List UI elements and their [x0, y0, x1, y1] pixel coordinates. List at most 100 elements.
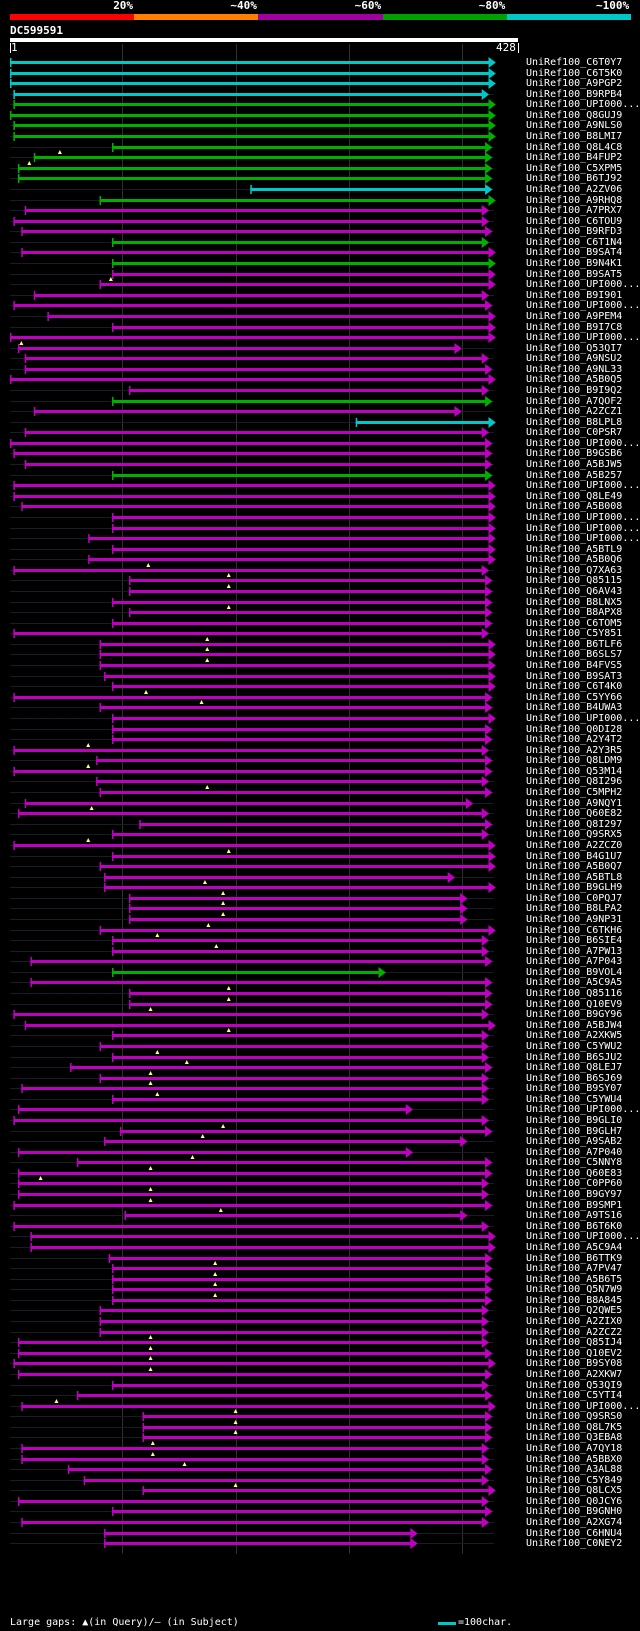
hit-label[interactable]: UniRef100_B4FUP2 — [526, 152, 623, 163]
hit-bar[interactable] — [10, 82, 490, 85]
hit-bar[interactable] — [112, 622, 487, 625]
hit-label[interactable]: UniRef100_B6SJ69 — [526, 1073, 623, 1084]
hit-bar[interactable] — [104, 886, 491, 889]
hit-bar[interactable] — [112, 950, 484, 953]
hit-bar[interactable] — [112, 273, 491, 276]
hit-label[interactable]: UniRef100_A9NP31 — [526, 914, 623, 925]
hit-label[interactable]: UniRef100_Q5N7W9 — [526, 1284, 623, 1295]
hit-label[interactable]: UniRef100_Q8I296 — [526, 776, 623, 787]
hit-label[interactable]: UniRef100_Q53QI9 — [526, 1380, 623, 1391]
hit-label[interactable]: UniRef100_Q8LCX5 — [526, 1485, 623, 1496]
hit-label[interactable]: UniRef100_UPI000... — [526, 332, 640, 343]
hit-label[interactable]: UniRef100_C5MPH2 — [526, 787, 623, 798]
hit-label[interactable]: UniRef100_Q3EBA8 — [526, 1432, 623, 1443]
hit-bar[interactable] — [88, 558, 491, 561]
hit-label[interactable]: UniRef100_A9TS16 — [526, 1210, 623, 1221]
hit-label[interactable]: UniRef100_UPI000... — [526, 512, 640, 523]
hit-label[interactable]: UniRef100_B9SAT3 — [526, 671, 623, 682]
hit-bar[interactable] — [112, 1267, 487, 1270]
hit-label[interactable]: UniRef100_UPI000... — [526, 438, 640, 449]
hit-bar[interactable] — [17, 347, 456, 350]
hit-bar[interactable] — [112, 1098, 484, 1101]
hit-bar[interactable] — [96, 780, 484, 783]
hit-bar[interactable] — [30, 1246, 491, 1249]
hit-bar[interactable] — [99, 664, 491, 667]
hit-label[interactable]: UniRef100_Q8L4C8 — [526, 142, 623, 153]
hit-label[interactable]: UniRef100_B6TJ92 — [526, 173, 623, 184]
hit-bar[interactable] — [112, 1034, 484, 1037]
hit-bar[interactable] — [112, 527, 491, 530]
hit-label[interactable]: UniRef100_A7P040 — [526, 1147, 623, 1158]
hit-label[interactable]: UniRef100_B9GLH7 — [526, 1126, 623, 1137]
hit-label[interactable]: UniRef100_A5B0Q6 — [526, 554, 623, 565]
hit-label[interactable]: UniRef100_C6TOU9 — [526, 216, 623, 227]
hit-bar[interactable] — [13, 304, 487, 307]
hit-label[interactable]: UniRef100_A2ZCZ1 — [526, 406, 623, 417]
hit-bar[interactable] — [10, 336, 490, 339]
hit-label[interactable]: UniRef100_B9GY96 — [526, 1009, 623, 1020]
hit-bar[interactable] — [124, 1214, 462, 1217]
hit-label[interactable]: UniRef100_Q8I297 — [526, 819, 623, 830]
hit-bar[interactable] — [10, 72, 490, 75]
hit-bar[interactable] — [129, 579, 487, 582]
hit-label[interactable]: UniRef100_Q0JCY6 — [526, 1496, 623, 1507]
hit-label[interactable]: UniRef100_C6T1N4 — [526, 237, 623, 248]
hit-label[interactable]: UniRef100_A2Y3R5 — [526, 745, 623, 756]
hit-label[interactable]: UniRef100_Q6AV43 — [526, 586, 623, 597]
hit-label[interactable]: UniRef100_Q7XA63 — [526, 565, 623, 576]
hit-bar[interactable] — [104, 876, 450, 879]
hit-bar[interactable] — [99, 1045, 484, 1048]
hit-label[interactable]: UniRef100_A3AL88 — [526, 1464, 623, 1475]
hit-bar[interactable] — [17, 177, 487, 180]
hit-label[interactable]: UniRef100_Q8LDM9 — [526, 755, 623, 766]
hit-bar[interactable] — [33, 410, 456, 413]
hit-bar[interactable] — [129, 1003, 487, 1006]
hit-label[interactable]: UniRef100_B9N4K1 — [526, 258, 623, 269]
hit-bar[interactable] — [13, 1119, 484, 1122]
hit-label[interactable]: UniRef100_A2XG74 — [526, 1517, 623, 1528]
hit-bar[interactable] — [17, 1341, 484, 1344]
hit-bar[interactable] — [112, 474, 487, 477]
hit-label[interactable]: UniRef100_UPI000... — [526, 99, 640, 110]
hit-label[interactable]: UniRef100_B6TLF6 — [526, 639, 623, 650]
hit-label[interactable]: UniRef100_B8LNX5 — [526, 597, 623, 608]
hit-label[interactable]: UniRef100_A5B6T5 — [526, 1274, 623, 1285]
hit-label[interactable]: UniRef100_A5BTL8 — [526, 872, 623, 883]
hit-bar[interactable] — [142, 1436, 487, 1439]
hit-label[interactable]: UniRef100_Q10EV2 — [526, 1348, 623, 1359]
hit-label[interactable]: UniRef100_B9VOL4 — [526, 967, 623, 978]
hit-label[interactable]: UniRef100_Q53M14 — [526, 766, 623, 777]
hit-label[interactable]: UniRef100_B9GSB6 — [526, 448, 623, 459]
hit-label[interactable]: UniRef100_B6T6K0 — [526, 1221, 623, 1232]
hit-label[interactable]: UniRef100_A5BJW5 — [526, 459, 623, 470]
hit-label[interactable]: UniRef100_C6TOM5 — [526, 618, 623, 629]
hit-bar[interactable] — [13, 124, 490, 127]
hit-bar[interactable] — [21, 1087, 484, 1090]
hit-label[interactable]: UniRef100_Q8L7K5 — [526, 1422, 623, 1433]
hit-bar[interactable] — [17, 1352, 487, 1355]
hit-label[interactable]: UniRef100_A5C9A4 — [526, 1242, 623, 1253]
hit-label[interactable]: UniRef100_B9SY08 — [526, 1358, 623, 1369]
hit-label[interactable]: UniRef100_A9SAB2 — [526, 1136, 623, 1147]
hit-bar[interactable] — [112, 1384, 484, 1387]
hit-label[interactable]: UniRef100_A2Y4T2 — [526, 734, 623, 745]
hit-label[interactable]: UniRef100_C0PQJ7 — [526, 893, 623, 904]
hit-label[interactable]: UniRef100_C5Y851 — [526, 628, 623, 639]
hit-bar[interactable] — [13, 1013, 484, 1016]
hit-label[interactable]: UniRef100_A5BJW4 — [526, 1020, 623, 1031]
hit-bar[interactable] — [76, 1394, 487, 1397]
hit-label[interactable]: UniRef100_Q85116 — [526, 988, 623, 999]
hit-label[interactable]: UniRef100_A7P043 — [526, 956, 623, 967]
hit-bar[interactable] — [13, 1362, 490, 1365]
hit-bar[interactable] — [112, 601, 487, 604]
hit-label[interactable]: UniRef100_A2ZCZ0 — [526, 840, 623, 851]
hit-bar[interactable] — [99, 706, 487, 709]
hit-label[interactable]: UniRef100_C6T0Y7 — [526, 57, 623, 68]
hit-bar[interactable] — [129, 907, 462, 910]
hit-label[interactable]: UniRef100_B4G1U7 — [526, 851, 623, 862]
hit-label[interactable]: UniRef100_B6TTK9 — [526, 1253, 623, 1264]
hit-bar[interactable] — [99, 643, 491, 646]
hit-bar[interactable] — [99, 1331, 484, 1334]
hit-bar[interactable] — [104, 1542, 412, 1545]
hit-bar[interactable] — [129, 918, 462, 921]
